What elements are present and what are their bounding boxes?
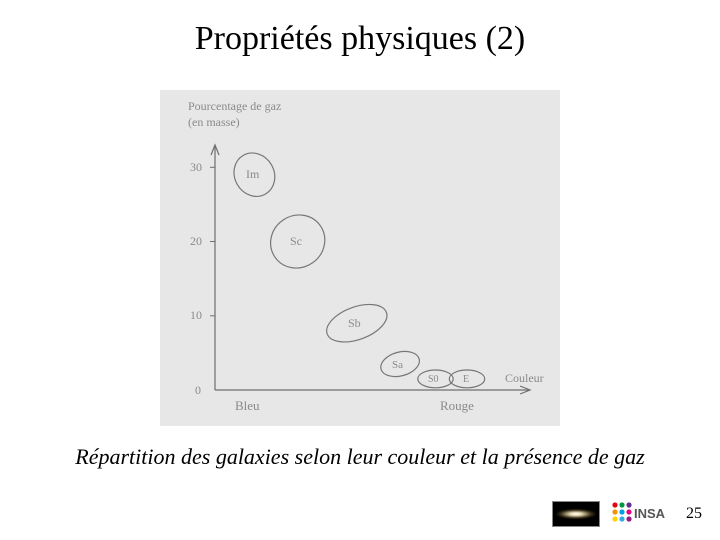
ellipse-sc: Sc: [260, 204, 335, 278]
footer: INSA 25: [552, 500, 702, 528]
y-tick-0: 0: [195, 383, 201, 397]
ellipse-sb: Sb: [322, 297, 392, 349]
y-tick-label-20: 20: [190, 234, 202, 248]
y-tick-label-10: 10: [190, 308, 202, 322]
chart-area: Pourcentage de gaz (en masse) Couleur 30…: [160, 90, 560, 426]
logo-dot: [612, 509, 617, 514]
ellipse-label-e: E: [463, 374, 469, 385]
y-tick-label-0: 0: [195, 383, 201, 397]
y-tick-20: 20: [190, 234, 215, 248]
chart-svg: Pourcentage de gaz (en masse) Couleur 30…: [160, 90, 560, 426]
logo-dot: [619, 509, 624, 514]
logo-dot: [612, 502, 617, 507]
y-tick-30: 30: [190, 160, 215, 174]
logo-dot: [619, 516, 624, 521]
y-axis-title-1: Pourcentage de gaz: [188, 99, 281, 113]
x-label-left: Bleu: [235, 398, 260, 413]
y-tick-10: 10: [190, 308, 215, 322]
ellipse-label-sb: Sb: [348, 316, 361, 330]
x-label-right: Rouge: [440, 398, 474, 413]
caption: Répartition des galaxies selon leur coul…: [0, 444, 720, 470]
galaxy-thumbnail: [552, 501, 600, 527]
ellipse-label-sa: Sa: [392, 359, 403, 371]
ellipse-im: Im: [226, 146, 282, 204]
page-number: 25: [686, 505, 702, 523]
logo-dot: [619, 502, 624, 507]
slide: Propriétés physiques (2) Pourcentage de …: [0, 0, 720, 540]
logo-dot: [626, 509, 631, 514]
x-axis-title: Couleur: [505, 371, 544, 385]
insa-logo: INSA: [610, 500, 670, 528]
logo-dot: [626, 502, 631, 507]
ellipse-label-s0: S0: [428, 374, 439, 385]
y-tick-label-30: 30: [190, 160, 202, 174]
slide-title: Propriétés physiques (2): [0, 20, 720, 58]
insa-logo-text: INSA: [634, 506, 666, 521]
ellipse-e: E: [449, 370, 484, 388]
y-axis-title-2: (en masse): [188, 115, 240, 129]
ellipse-label-im: Im: [246, 167, 260, 181]
ellipse-label-sc: Sc: [290, 234, 302, 248]
ellipse-s0: S0: [418, 370, 453, 388]
ellipse-sa: Sa: [378, 347, 422, 380]
logo-dot: [626, 516, 631, 521]
logo-dot: [612, 516, 617, 521]
